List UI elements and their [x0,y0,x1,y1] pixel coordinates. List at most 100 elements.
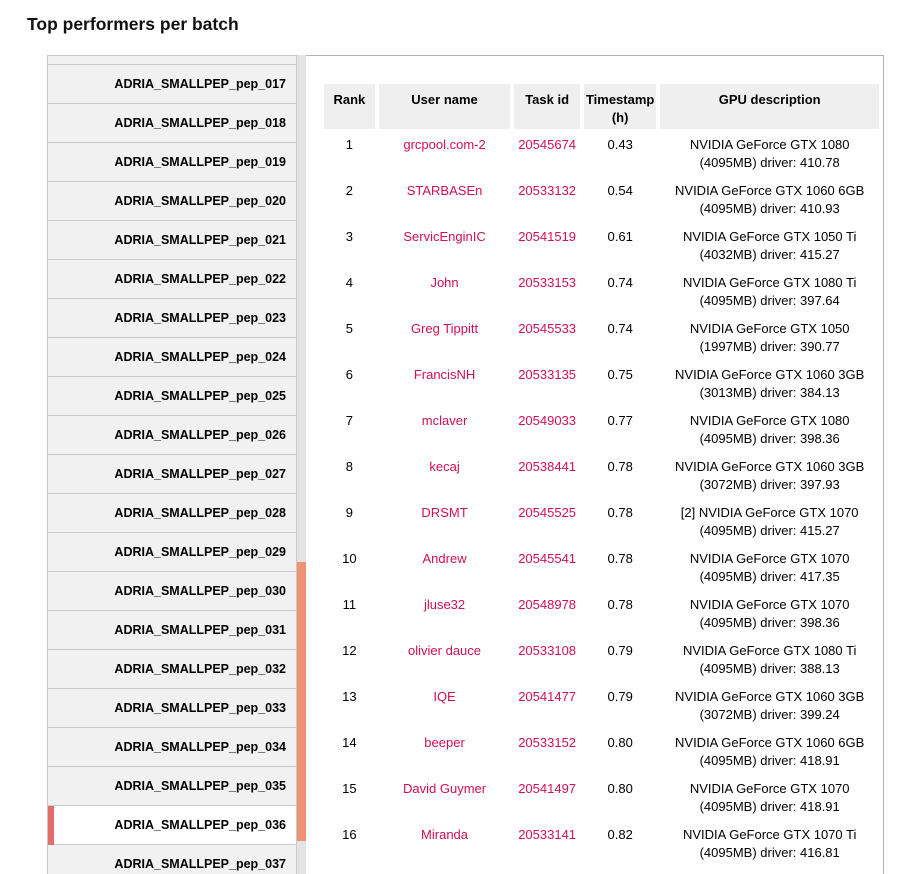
gpu-line-2: (4095MB) driver: 398.36 [699,615,840,630]
task-link[interactable]: 20533132 [518,183,577,198]
rank-cell: 1 [345,137,354,152]
task-cell: 20533108 [514,639,580,681]
gpu-line-2: (4095MB) driver: 418.91 [699,753,840,768]
sidebar-item-batch[interactable]: ADRIA_SMALLPEP_pep_033 [47,689,297,728]
sidebar-item-batch[interactable]: ADRIA_SMALLPEP_pep_037 [47,845,297,874]
batch-list-item-partial[interactable] [47,55,297,65]
page-title: Top performers per batch [27,14,239,34]
sidebar-item-batch[interactable]: ADRIA_SMALLPEP_pep_025 [47,377,297,416]
sidebar-item-batch[interactable]: ADRIA_SMALLPEP_pep_018 [47,104,297,143]
user-link[interactable]: kecaj [429,459,460,474]
user-link[interactable]: Miranda [421,827,469,842]
table-row: 5 Greg Tippitt 20545533 0.74 NVIDIA GeFo… [324,317,879,359]
sidebar-item-batch[interactable]: ADRIA_SMALLPEP_pep_028 [47,494,297,533]
user-link[interactable]: IQE [433,689,456,704]
gpu-cell: NVIDIA GeForce GTX 1080 (4095MB) driver:… [660,409,879,451]
sidebar-item-batch[interactable]: ADRIA_SMALLPEP_pep_031 [47,611,297,650]
table-row: 10 Andrew 20545541 0.78 NVIDIA GeForce G… [324,547,879,589]
sidebar-item-batch[interactable]: ADRIA_SMALLPEP_pep_019 [47,143,297,182]
user-cell: ServicEnginIC [379,225,510,267]
user-link[interactable]: olivier dauce [408,643,482,658]
task-link[interactable]: 20538441 [518,459,577,474]
sidebar-item-batch[interactable]: ADRIA_SMALLPEP_pep_030 [47,572,297,611]
batch-label: ADRIA_SMALLPEP_pep_025 [114,389,286,403]
batch-label: ADRIA_SMALLPEP_pep_021 [114,233,286,247]
task-link[interactable]: 20541497 [518,781,577,796]
batch-label: ADRIA_SMALLPEP_pep_019 [114,155,286,169]
sidebar-item-batch[interactable]: ADRIA_SMALLPEP_pep_023 [47,299,297,338]
batch-label: ADRIA_SMALLPEP_pep_029 [114,545,286,559]
table-row: 14 beeper 20533152 0.80 NVIDIA GeForce G… [324,731,879,773]
task-cell: 20533135 [514,363,580,405]
sidebar-item-batch[interactable]: ADRIA_SMALLPEP_pep_035 [47,767,297,806]
task-link[interactable]: 20533141 [518,827,577,842]
gpu-line-2: (4095MB) driver: 410.93 [699,201,840,216]
user-link[interactable]: Andrew [422,551,467,566]
table-row: 2 STARBASEn 20533132 0.54 NVIDIA GeForce… [324,179,879,221]
task-link[interactable]: 20545541 [518,551,577,566]
user-link[interactable]: David Guymer [403,781,487,796]
sidebar-item-batch[interactable]: ADRIA_SMALLPEP_pep_020 [47,182,297,221]
gpu-cell: NVIDIA GeForce GTX 1070 (4095MB) driver:… [660,593,879,635]
task-cell: 20548978 [514,593,580,635]
user-cell: Greg Tippitt [379,317,510,359]
sidebar-item-batch[interactable]: ADRIA_SMALLPEP_pep_022 [47,260,297,299]
sidebar-item-batch[interactable]: ADRIA_SMALLPEP_pep_034 [47,728,297,767]
user-link[interactable]: DRSMT [421,505,468,520]
gpu-line-1: NVIDIA GeForce GTX 1080 Ti [682,643,857,658]
table-row: 7 mclaver 20549033 0.77 NVIDIA GeForce G… [324,409,879,451]
user-cell: IQE [379,685,510,727]
task-link[interactable]: 20548978 [518,597,577,612]
user-link[interactable]: mclaver [421,413,468,428]
sidebar-item-batch[interactable]: ADRIA_SMALLPEP_pep_036 [47,806,297,845]
gpu-line-2: (4032MB) driver: 415.27 [699,247,840,262]
task-link[interactable]: 20545674 [518,137,577,152]
task-link[interactable]: 20549033 [518,413,577,428]
rank-cell: 5 [345,321,354,336]
task-link[interactable]: 20541477 [518,689,577,704]
user-link[interactable]: jluse32 [423,597,466,612]
task-cell: 20533141 [514,823,580,865]
gpu-line-1: NVIDIA GeForce GTX 1050 Ti [682,229,857,244]
sidebar-item-batch[interactable]: ADRIA_SMALLPEP_pep_026 [47,416,297,455]
user-link[interactable]: John [430,275,459,290]
batch-list-scrollbar-track[interactable] [297,55,307,874]
user-cell: STARBASEn [379,179,510,221]
rank-cell: 9 [345,505,354,520]
task-cell: 20541519 [514,225,580,267]
col-header-task-id: Task id [514,84,580,129]
user-link[interactable]: Greg Tippitt [410,321,479,336]
user-link[interactable]: grcpool.com-2 [403,137,486,152]
user-link[interactable]: STARBASEn [406,183,483,198]
task-cell: 20533132 [514,179,580,221]
sidebar-item-batch[interactable]: ADRIA_SMALLPEP_pep_024 [47,338,297,377]
rank-cell: 13 [342,689,357,704]
timestamp-cell: 0.79 [607,689,633,704]
user-link[interactable]: FrancisNH [413,367,476,382]
task-cell: 20533152 [514,731,580,773]
timestamp-cell: 0.79 [607,643,633,658]
performers-table: Rank User name Task id Timestamp (h) GPU… [320,80,883,869]
batch-list-scrollbar-thumb[interactable] [297,562,307,841]
sidebar-item-batch[interactable]: ADRIA_SMALLPEP_pep_032 [47,650,297,689]
task-link[interactable]: 20533153 [518,275,577,290]
sidebar-item-batch[interactable]: ADRIA_SMALLPEP_pep_017 [47,65,297,104]
task-cell: 20538441 [514,455,580,497]
task-link[interactable]: 20545533 [518,321,577,336]
gpu-cell: NVIDIA GeForce GTX 1060 6GB (4095MB) dri… [660,731,879,773]
user-cell: Miranda [379,823,510,865]
task-link[interactable]: 20541519 [518,229,577,244]
sidebar-item-batch[interactable]: ADRIA_SMALLPEP_pep_029 [47,533,297,572]
user-link[interactable]: ServicEnginIC [403,229,486,244]
sidebar-item-batch[interactable]: ADRIA_SMALLPEP_pep_027 [47,455,297,494]
task-link[interactable]: 20545525 [518,505,577,520]
task-link[interactable]: 20533108 [518,643,577,658]
gpu-line-1: NVIDIA GeForce GTX 1050 [689,321,850,336]
user-link[interactable]: beeper [424,735,465,750]
sidebar-item-batch[interactable]: ADRIA_SMALLPEP_pep_021 [47,221,297,260]
table-row: 11 jluse32 20548978 0.78 NVIDIA GeForce … [324,593,879,635]
task-link[interactable]: 20533135 [518,367,577,382]
rank-cell: 11 [342,597,357,612]
table-row: 12 olivier dauce 20533108 0.79 NVIDIA Ge… [324,639,879,681]
task-link[interactable]: 20533152 [518,735,577,750]
